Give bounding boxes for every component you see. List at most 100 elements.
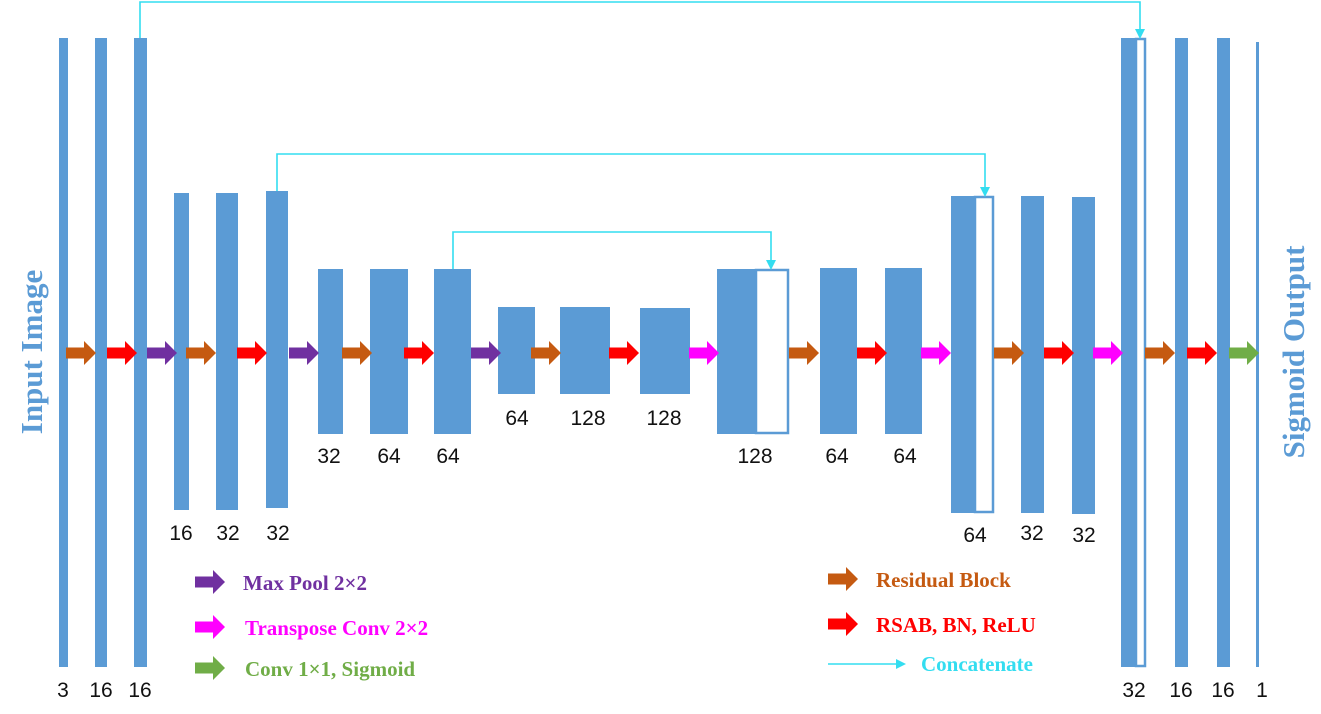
- channel-label: 64: [505, 407, 529, 430]
- channel-label: 64: [436, 445, 460, 468]
- conv-sigmoid-arrow-icon: [1229, 341, 1259, 365]
- legend-residual-block: Residual Block: [876, 568, 1011, 592]
- arrowhead-icon: [1135, 29, 1145, 39]
- channel-label: 128: [646, 407, 681, 430]
- feature-map-bar: [318, 269, 343, 434]
- rsab-arrow-icon: [1187, 341, 1217, 365]
- feature-block: 32: [317, 269, 343, 468]
- feature-block: 64: [434, 269, 471, 468]
- rsab-arrow-icon: [107, 341, 137, 365]
- feature-map-bar: [1021, 196, 1044, 513]
- feature-map-bar: [885, 268, 922, 434]
- channel-label: 3: [57, 679, 69, 702]
- feature-block: 32: [1072, 197, 1096, 547]
- channel-label: 1: [1256, 679, 1268, 702]
- channel-label: 16: [89, 679, 112, 702]
- skip-connection: [276, 153, 990, 197]
- feature-map-bar: [1121, 38, 1135, 667]
- feature-map-bar: [717, 269, 755, 434]
- feature-map-bar: [820, 268, 857, 434]
- transpose-conv-arrow-icon: [921, 341, 951, 365]
- residual-arrow-icon: [994, 341, 1024, 365]
- feature-block: 16: [1169, 38, 1193, 702]
- residual-arrow-icon: [828, 567, 858, 591]
- feature-map-bar: [560, 307, 610, 394]
- channel-label: 128: [737, 445, 772, 468]
- rsab-arrow-icon: [237, 341, 267, 365]
- rsab-arrow-icon: [1044, 341, 1074, 365]
- channel-label: 64: [963, 524, 987, 547]
- residual-arrow-icon: [186, 341, 216, 365]
- residual-arrow-icon: [1145, 341, 1175, 365]
- feature-map-bar: [640, 308, 690, 394]
- feature-block: 16: [169, 193, 193, 545]
- legend-transpose-conv: Transpose Conv 2×2: [245, 616, 428, 640]
- concatenate-arrowhead-icon: [896, 659, 906, 669]
- feature-map-bar: [134, 38, 147, 667]
- concatenated-feature-bar: [973, 195, 995, 514]
- skip-connection: [452, 231, 776, 270]
- feature-block: 1: [1256, 42, 1268, 702]
- feature-block: 128: [640, 308, 690, 430]
- channel-label: 16: [1169, 679, 1192, 702]
- feature-map-bar: [498, 307, 535, 394]
- feature-map-bar: [174, 193, 189, 510]
- max-pool-arrow-icon: [471, 341, 501, 365]
- transpose-conv-arrow-icon: [195, 615, 225, 639]
- feature-map-bar: [95, 38, 107, 667]
- channel-label: 16: [1211, 679, 1234, 702]
- arrowhead-icon: [980, 187, 990, 197]
- rsab-arrow-icon: [857, 341, 887, 365]
- channel-label: 64: [377, 445, 401, 468]
- legend-conv-sigmoid: Conv 1×1, Sigmoid: [245, 657, 415, 681]
- feature-block: 16: [128, 38, 152, 702]
- sigmoid-output-label: Sigmoid Output: [1276, 245, 1311, 458]
- legend-max-pool: Max Pool 2×2: [243, 571, 367, 595]
- input-image-label: Input Image: [14, 270, 49, 435]
- rsab-arrow-icon: [404, 341, 434, 365]
- feature-block: 32: [1121, 37, 1147, 702]
- feature-block: 64: [498, 307, 535, 430]
- legend-concatenate: Concatenate: [921, 652, 1033, 676]
- concatenated-feature-bar: [1134, 37, 1147, 668]
- channel-label: 64: [825, 445, 849, 468]
- legend-rsab: RSAB, BN, ReLU: [876, 613, 1036, 637]
- feature-map-bar: [1175, 38, 1188, 667]
- feature-map-bar: [434, 269, 471, 434]
- transpose-conv-arrow-icon: [689, 341, 719, 365]
- channel-label: 64: [893, 445, 917, 468]
- feature-block: 32: [216, 193, 240, 545]
- feature-block: 32: [1020, 196, 1044, 545]
- feature-map-bar: [1072, 197, 1095, 514]
- channel-label: 32: [1020, 522, 1043, 545]
- feature-map-bar: [59, 38, 68, 667]
- feature-block: 16: [1211, 38, 1235, 702]
- feature-block: 3: [57, 38, 69, 702]
- max-pool-arrow-icon: [289, 341, 319, 365]
- feature-map-bar: [1217, 38, 1230, 667]
- conv-sigmoid-arrow-icon: [195, 656, 225, 680]
- feature-map-bar: [951, 196, 974, 513]
- channel-label: 32: [216, 522, 239, 545]
- skip-connection: [139, 1, 1145, 39]
- feature-block: 64: [885, 268, 922, 468]
- feature-block: 32: [266, 191, 290, 545]
- channel-label: 32: [317, 445, 340, 468]
- feature-block: 128: [560, 307, 610, 430]
- max-pool-arrow-icon: [147, 341, 177, 365]
- arrowhead-icon: [766, 260, 776, 270]
- channel-label: 32: [1072, 524, 1095, 547]
- max-pool-arrow-icon: [195, 570, 225, 594]
- channel-label: 128: [570, 407, 605, 430]
- rsab-arrow-icon: [828, 612, 858, 636]
- channel-label: 32: [1122, 679, 1145, 702]
- residual-arrow-icon: [531, 341, 561, 365]
- feature-map-bar: [370, 269, 408, 434]
- feature-block: 64: [370, 269, 408, 468]
- transpose-conv-arrow-icon: [1093, 341, 1123, 365]
- channel-label: 16: [128, 679, 151, 702]
- feature-block: 64: [820, 268, 857, 468]
- channel-label: 32: [266, 522, 289, 545]
